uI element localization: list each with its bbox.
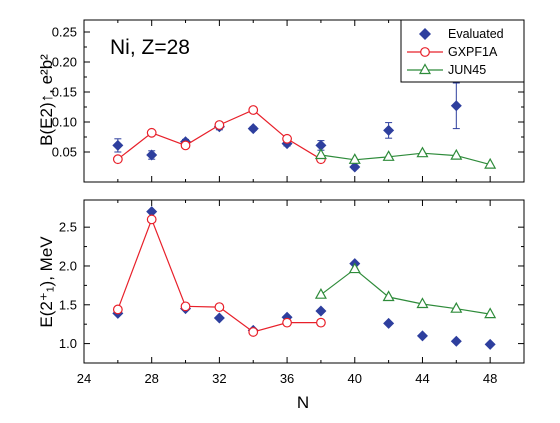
data-point-evaluated (213, 312, 225, 324)
data-point-evaluated (112, 139, 124, 151)
data-point-jun45 (416, 297, 429, 309)
legend-jun45-label: JUN45 (448, 63, 486, 77)
series-jun45-line (320, 268, 491, 315)
data-point-jun45 (484, 307, 497, 319)
data-point-gxpf1a (316, 317, 326, 328)
data-point-evaluated (315, 139, 327, 151)
y-tick-label: 1.0 (59, 336, 77, 351)
x-tick-label: 24 (77, 371, 91, 386)
data-point-evaluated (146, 149, 158, 161)
data-point-jun45 (416, 146, 429, 158)
legend: Evaluated GXPF1A JUN45 (400, 19, 525, 83)
panel-e2-series (112, 206, 497, 350)
panel-e2-frame (83, 199, 525, 364)
legend-gxpf1a-marker (420, 47, 430, 57)
data-point-evaluated (416, 330, 428, 342)
data-point-gxpf1a (214, 120, 225, 130)
y-tick-label: 0.10 (52, 115, 77, 130)
y-tick-label: 0.25 (52, 25, 77, 40)
x-axis-title: N (297, 393, 309, 412)
legend-gxpf1a-label: GXPF1A (448, 45, 498, 59)
x-tick-label: 28 (144, 371, 158, 386)
x-tick-label: 36 (280, 371, 294, 386)
data-point-jun45 (450, 148, 463, 160)
panel-be2: 0.05 0.10 0.15 0.20 0.25 Ni, Z=28 B(E2)↑, e²… (37, 19, 525, 183)
data-point-evaluated (247, 123, 259, 135)
data-point-jun45 (484, 157, 497, 169)
legend-evaluated-label: Evaluated (448, 27, 504, 41)
data-point-gxpf1a (146, 127, 157, 138)
x-tick-label: 40 (348, 371, 362, 386)
data-point-evaluated (450, 335, 462, 347)
legend-jun45-marker (418, 63, 432, 75)
panel-be2-series (112, 82, 497, 173)
data-point-evaluated (146, 206, 158, 218)
y-tick-label: 0.15 (52, 85, 77, 100)
data-point-gxpf1a (180, 140, 191, 151)
data-point-gxpf1a (248, 327, 259, 337)
panel-be2-frame (83, 19, 525, 183)
y-tick-label: 0.20 (52, 55, 77, 70)
data-point-jun45 (450, 301, 463, 313)
data-point-jun45 (314, 148, 327, 160)
data-point-gxpf1a (180, 301, 191, 312)
panel-e2: 24 28 32 36 40 44 48 1.0 1.5 2.0 2.5 E(2⁺₁), MeV N (37, 199, 525, 412)
legend-evaluated-marker (419, 28, 431, 40)
x-tick-label: 44 (415, 371, 429, 386)
data-point-gxpf1a (146, 214, 157, 225)
data-point-gxpf1a (282, 133, 292, 144)
data-point-jun45 (382, 150, 395, 161)
y-tick-label: 1.5 (59, 297, 77, 312)
series-jun45-line (320, 152, 491, 166)
y-tick-label: 2.0 (59, 258, 77, 273)
data-point-gxpf1a (112, 154, 123, 165)
data-point-evaluated (383, 124, 395, 136)
x-tick-label: 32 (212, 371, 226, 386)
data-point-gxpf1a (214, 302, 225, 313)
data-point-evaluated (450, 100, 462, 112)
data-point-jun45 (382, 290, 395, 302)
data-point-gxpf1a (248, 105, 259, 115)
data-point-evaluated (349, 161, 361, 173)
data-point-evaluated (484, 338, 496, 350)
panel-be2-y-axis-title: B(E2)↑, e²b² (37, 54, 56, 146)
panel-e2-ticks: 24 28 32 36 40 44 48 1.0 1.5 2.0 2.5 (59, 200, 525, 386)
panel-be2-annotation: Ni, Z=28 (110, 36, 190, 59)
data-point-gxpf1a (112, 304, 123, 315)
y-tick-label: 0.05 (52, 145, 77, 160)
x-tick-label: 48 (483, 371, 497, 386)
y-tick-label: 2.5 (59, 220, 77, 235)
data-point-jun45 (348, 262, 361, 274)
data-point-evaluated (315, 305, 327, 317)
data-point-jun45 (348, 153, 361, 164)
data-point-gxpf1a (282, 317, 292, 328)
data-point-evaluated (383, 317, 395, 329)
panel-e2-y-axis-title: E(2⁺₁), MeV (37, 236, 56, 328)
data-point-jun45 (314, 287, 327, 299)
